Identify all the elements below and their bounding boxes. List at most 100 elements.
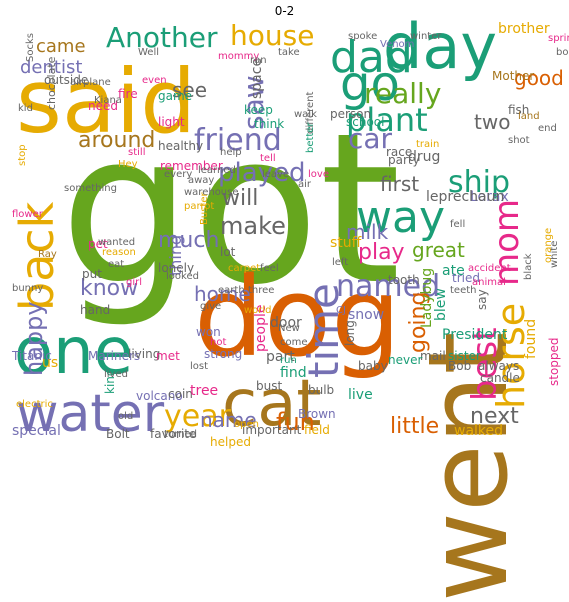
word-66: us: [42, 356, 58, 370]
word-188: lived: [104, 370, 128, 380]
word-112: electric: [16, 400, 53, 410]
word-98: walked: [454, 424, 503, 438]
word-87: think: [254, 118, 284, 130]
word-160: train: [416, 140, 439, 150]
word-92: sister: [448, 350, 481, 362]
word-51: leprechaun: [426, 190, 504, 204]
word-93: never: [388, 354, 422, 366]
word-89: school: [346, 116, 384, 128]
word-34: first: [380, 174, 419, 194]
word-73: candle: [480, 372, 520, 384]
word-183: black: [524, 253, 534, 280]
word-45: great: [412, 240, 465, 260]
word-86: keep: [244, 104, 273, 116]
word-162: air: [298, 180, 311, 190]
word-141: kid: [18, 104, 33, 114]
word-118: come: [280, 338, 308, 348]
word-126: give: [200, 302, 221, 312]
word-169: still: [128, 148, 145, 158]
word-149: take: [278, 48, 300, 58]
word-72: strong: [204, 348, 242, 360]
word-154: book: [556, 48, 569, 58]
word-174: fell: [450, 220, 465, 230]
word-76: Mother: [492, 70, 534, 82]
word-91: mail: [420, 350, 446, 362]
word-165: help: [220, 148, 242, 158]
word-95: baby: [358, 360, 388, 372]
word-61: put: [82, 268, 102, 280]
word-138: bunny: [12, 284, 43, 294]
word-153: spring: [548, 34, 569, 44]
word-140: something: [64, 184, 117, 194]
word-139: flower: [12, 210, 43, 220]
word-42: two: [474, 112, 510, 132]
word-144: Kiana: [94, 96, 122, 106]
word-159: party: [388, 154, 420, 166]
word-187: Buster: [200, 192, 210, 225]
word-104: Brown: [298, 408, 336, 420]
word-83: light: [158, 116, 185, 128]
word-125: world: [244, 306, 272, 316]
word-99: special: [12, 424, 61, 438]
word-106: bulb: [308, 384, 334, 396]
word-163: leave: [262, 170, 289, 180]
word-78: Socks: [26, 33, 36, 62]
word-158: shot: [508, 136, 530, 146]
word-109: tree: [190, 384, 218, 398]
word-151: spoke: [348, 32, 377, 42]
word-170: every: [164, 170, 192, 180]
word-49: Ladybug: [420, 268, 434, 328]
word-176: orange: [544, 228, 554, 263]
word-120: New: [278, 324, 300, 334]
word-173: walk: [294, 110, 317, 120]
word-30: little: [390, 416, 439, 438]
word-69: met: [156, 350, 180, 362]
word-97: stopped: [548, 338, 560, 387]
word-107: bust: [256, 380, 282, 392]
word-53: stuff: [330, 236, 361, 250]
word-161: love: [308, 170, 329, 180]
word-152: winter: [410, 32, 441, 42]
word-137: Ray: [38, 250, 57, 260]
word-133: eat: [108, 260, 124, 270]
word-146: even: [142, 76, 167, 86]
word-129: lot: [220, 246, 235, 258]
word-117: find: [280, 366, 307, 380]
word-19: Another: [106, 24, 218, 52]
word-143: airplane: [70, 78, 111, 88]
word-54: tooth: [388, 274, 420, 286]
word-123: earth: [218, 286, 245, 296]
word-182: say: [476, 289, 488, 310]
word-136: wanted: [98, 238, 135, 248]
word-148: ran: [250, 56, 267, 66]
word-184: girl: [126, 278, 142, 288]
word-168: Hey: [118, 160, 138, 170]
word-102: helped: [210, 436, 251, 448]
word-178: accident: [468, 264, 511, 274]
word-127: feel: [260, 264, 279, 274]
word-82: game: [158, 90, 192, 102]
word-63: live: [348, 388, 373, 402]
word-121: long: [344, 320, 356, 346]
word-94: always: [478, 360, 519, 372]
word-180: teeth: [450, 286, 476, 296]
word-157: end: [538, 124, 557, 134]
word-181: blew: [434, 288, 448, 321]
word-110: turned: [164, 430, 197, 440]
word-124: three: [248, 286, 274, 296]
word-96: found: [524, 318, 538, 358]
word-55: President: [442, 328, 507, 342]
word-75: brother: [498, 22, 550, 36]
word-145: Well: [138, 48, 159, 58]
word-179: animal: [472, 278, 506, 288]
word-24: really: [364, 80, 441, 108]
word-130: carpet: [228, 264, 260, 274]
word-142: stop: [18, 144, 28, 166]
word-156: land: [518, 112, 540, 122]
word-114: hot: [210, 338, 226, 348]
word-27: make: [220, 214, 286, 238]
word-105: field: [304, 424, 330, 436]
word-128: left: [332, 258, 348, 268]
